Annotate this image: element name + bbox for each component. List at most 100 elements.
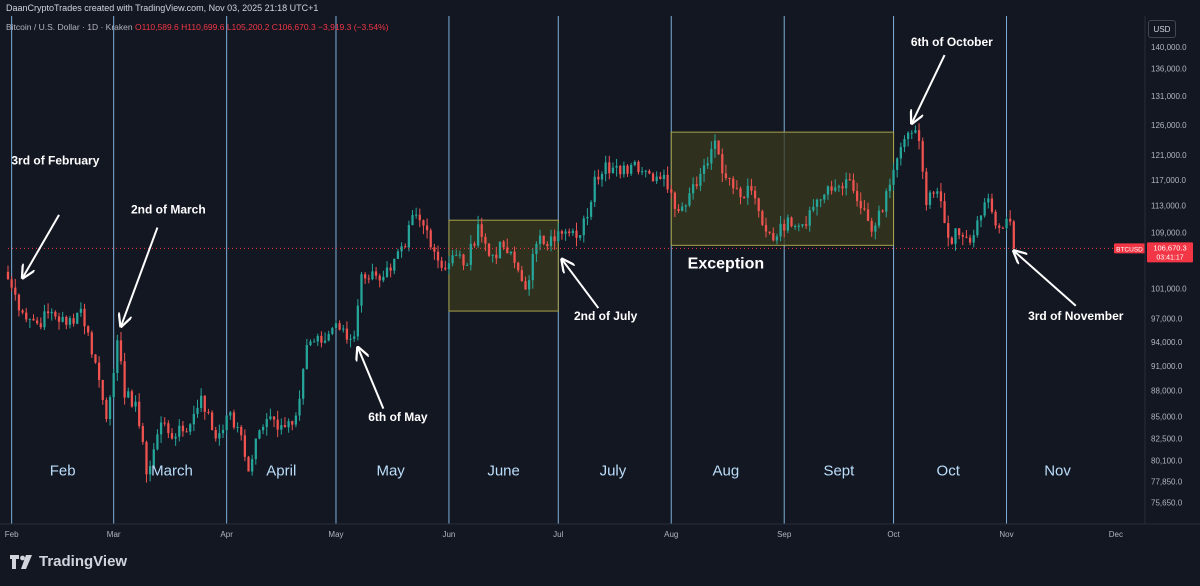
candle-body <box>334 323 338 329</box>
candle-body <box>458 254 462 256</box>
last-price-line: BTCUSD 106,670.3 03:41:17 <box>8 242 1193 263</box>
candle-body <box>917 130 921 142</box>
candle-body <box>407 225 410 248</box>
time-tick-label: May <box>328 530 343 539</box>
candle-body <box>721 154 724 174</box>
candle-body <box>527 280 531 290</box>
time-tick-label: Jun <box>442 530 455 539</box>
candle-body <box>761 211 764 225</box>
candle-body <box>630 164 633 174</box>
candle-body <box>189 424 192 432</box>
candle-body <box>39 323 42 328</box>
time-tick-label: Aug <box>664 530 678 539</box>
candle-body <box>870 220 873 232</box>
candle-body <box>713 140 717 150</box>
annotation-label: 2nd of March <box>131 203 206 217</box>
candle-body <box>958 228 961 236</box>
candle-body <box>954 228 957 244</box>
symbol-legend[interactable]: Bitcoin / U.S. Dollar · 1D · Kraken O110… <box>6 22 388 32</box>
candle-body <box>830 186 833 191</box>
range-box <box>448 219 559 312</box>
candle-body <box>159 422 163 435</box>
candle-body <box>906 132 910 139</box>
candle-body <box>732 178 735 189</box>
candle-body <box>764 224 768 232</box>
candle-body <box>615 165 618 168</box>
candle-body <box>553 236 556 242</box>
candle-body <box>710 149 713 164</box>
candle-body <box>866 209 870 221</box>
annotation-arrow <box>912 54 946 123</box>
candle-body <box>79 308 83 313</box>
tradingview-logo[interactable]: TradingView <box>10 553 127 570</box>
candle-body <box>633 161 636 165</box>
candle-body <box>670 189 673 193</box>
candle-body <box>94 354 97 363</box>
candle-body <box>229 412 232 416</box>
candle-body <box>251 459 254 472</box>
candle-body <box>681 206 684 211</box>
candle-body <box>400 246 403 252</box>
candle-body <box>589 201 593 217</box>
candle-body <box>801 224 804 226</box>
candle-body <box>845 179 848 189</box>
candle-body <box>848 179 851 181</box>
candle-body <box>68 318 72 325</box>
price-tick-label: 85,000.0 <box>1151 412 1183 421</box>
candle-body <box>1001 227 1005 229</box>
price-tick-label: 140,000.0 <box>1151 43 1187 52</box>
candle-body <box>790 217 793 227</box>
candle-body <box>17 294 21 311</box>
candle-body <box>914 130 917 133</box>
price-tick-label: 77,850.0 <box>1151 477 1183 486</box>
candle-body <box>517 262 520 271</box>
price-tick-label: 94,000.0 <box>1151 338 1183 347</box>
candle-body <box>819 199 822 201</box>
candle-body <box>163 422 166 424</box>
candle-body <box>87 326 90 333</box>
candle-body <box>436 251 440 261</box>
candle-body <box>976 220 979 236</box>
candle-body <box>167 423 170 434</box>
candle-body <box>688 193 691 206</box>
candle-body <box>378 275 381 281</box>
candle-body <box>699 173 702 187</box>
candle-body <box>939 191 943 202</box>
candle-body <box>236 426 239 428</box>
candle-body <box>487 243 491 256</box>
candle-body <box>648 170 651 174</box>
candle-body <box>484 236 487 244</box>
candle-body <box>433 247 436 252</box>
candle-body <box>10 279 13 288</box>
candle-body <box>112 373 115 398</box>
candle-body <box>531 254 534 281</box>
candle-body <box>797 225 800 227</box>
annotation-label: 6th of May <box>368 410 428 424</box>
candle-body <box>338 323 341 330</box>
candle-body <box>896 158 899 170</box>
candle-body <box>593 176 596 202</box>
candle-body <box>852 179 855 191</box>
candle-body <box>145 441 148 475</box>
candle-body <box>979 215 983 221</box>
candle-body <box>323 340 327 343</box>
candle-body <box>254 438 257 460</box>
candle-body <box>772 232 775 241</box>
candle-body <box>320 335 323 343</box>
candle-body <box>119 340 123 362</box>
candle-body <box>611 167 615 174</box>
price-tick-label: 136,000.0 <box>1151 65 1187 74</box>
candle-body <box>520 270 523 281</box>
candle-body <box>418 214 421 221</box>
candle-body <box>655 176 658 182</box>
candle-body <box>83 308 86 327</box>
tradingview-logo-text: TradingView <box>39 553 128 570</box>
candle-body <box>25 312 28 320</box>
candle-body <box>138 401 141 427</box>
candle-body <box>269 416 272 420</box>
candle-body <box>1009 218 1012 222</box>
candle-body <box>673 192 677 209</box>
currency-button[interactable]: USD <box>1148 20 1176 38</box>
